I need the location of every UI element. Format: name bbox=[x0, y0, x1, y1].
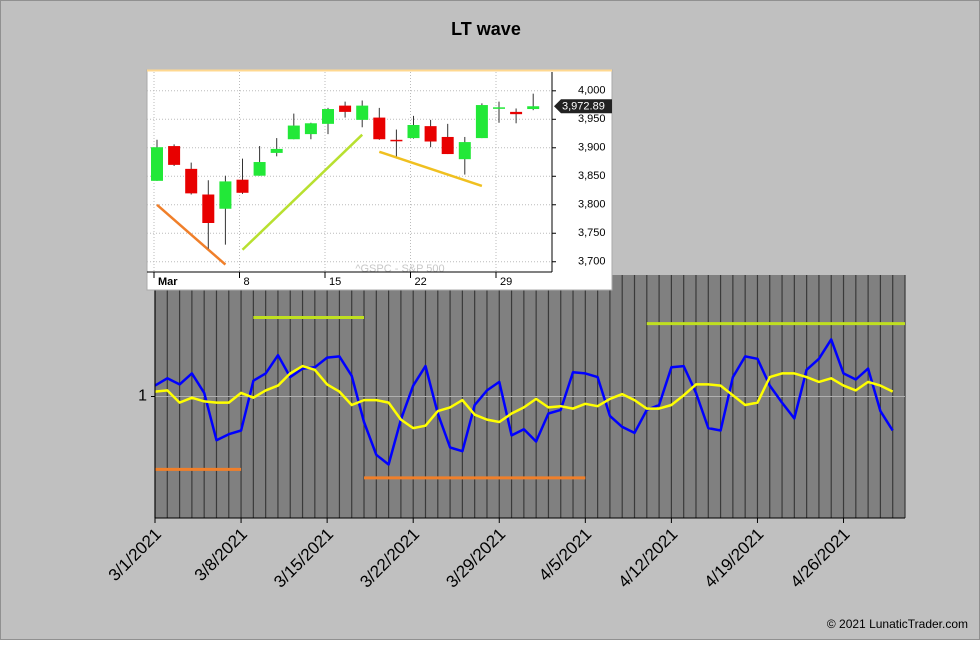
y-tick-label: 3,800 bbox=[578, 199, 606, 211]
y-tick-label: 4,000 bbox=[578, 85, 606, 97]
trendline bbox=[241, 133, 364, 251]
chart-title: LT wave bbox=[451, 19, 521, 39]
inset-chart: 3,700 3,750 3,800 3,850 3,900 3,950 4,000 Mar 8 1… bbox=[146, 69, 613, 291]
candle-body bbox=[253, 162, 266, 176]
series-line bbox=[154, 364, 894, 430]
candle-body bbox=[493, 107, 505, 109]
candle-body bbox=[168, 146, 181, 165]
trendline bbox=[378, 150, 483, 188]
watermark: ^GSPC - S&P 500 bbox=[355, 263, 444, 275]
x-tick-label: 15 bbox=[329, 276, 341, 288]
candle-body bbox=[441, 136, 454, 155]
x-tick-label: 8 bbox=[244, 276, 250, 288]
candle-body bbox=[219, 181, 232, 209]
candle-body bbox=[458, 142, 471, 160]
y-tick-label: 1 bbox=[138, 388, 147, 405]
y-tick-label: 3,950 bbox=[578, 113, 606, 125]
footer: © 2021 LunaticTrader.com bbox=[827, 617, 968, 631]
last-price-label: 3,972.89 bbox=[562, 101, 605, 113]
candle-body bbox=[287, 125, 300, 140]
y-tick-label: 3,750 bbox=[578, 227, 606, 239]
series-line bbox=[154, 338, 894, 466]
candle-body bbox=[510, 111, 523, 115]
candle-body bbox=[356, 105, 369, 120]
x-tick-label: Mar bbox=[158, 276, 178, 288]
candle-body bbox=[424, 126, 437, 142]
candle-body bbox=[270, 148, 283, 153]
x-tick-label: 29 bbox=[500, 276, 512, 288]
candle-body bbox=[475, 105, 488, 139]
y-tick-label: 3,700 bbox=[578, 256, 606, 268]
last-price-tag bbox=[554, 99, 612, 114]
candle-body bbox=[202, 194, 215, 223]
x-tick-label: 22 bbox=[415, 276, 427, 288]
candle-body bbox=[390, 139, 403, 142]
trendline bbox=[156, 203, 227, 266]
candle-body bbox=[304, 123, 317, 135]
candle-body bbox=[151, 147, 163, 181]
y-tick-label: 3,900 bbox=[578, 142, 606, 154]
candle-body bbox=[322, 109, 334, 124]
candle-body bbox=[527, 106, 540, 110]
candle-body bbox=[339, 105, 352, 112]
candle-body bbox=[407, 124, 420, 139]
candle-body bbox=[185, 168, 198, 194]
candle-body bbox=[236, 179, 249, 193]
y-tick-label: 3,850 bbox=[578, 170, 606, 182]
candle-body bbox=[373, 117, 386, 140]
